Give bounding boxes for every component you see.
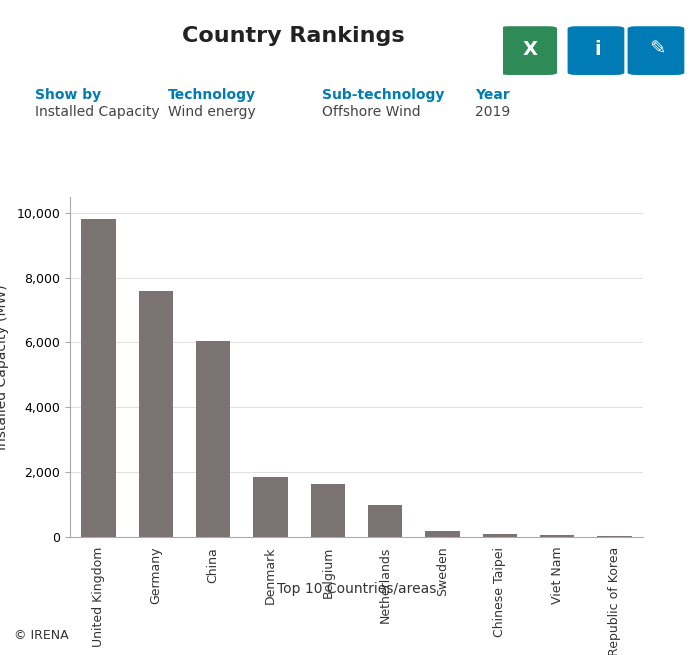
Text: Show by: Show by: [35, 88, 101, 102]
Text: Wind energy: Wind energy: [168, 105, 256, 119]
Text: © IRENA: © IRENA: [14, 629, 69, 642]
FancyBboxPatch shape: [567, 26, 625, 76]
Text: i: i: [594, 39, 601, 59]
Text: Top 10 Countries/areas: Top 10 Countries/areas: [277, 582, 436, 597]
Y-axis label: Installed Capacity (MW): Installed Capacity (MW): [0, 284, 9, 449]
FancyBboxPatch shape: [627, 26, 685, 76]
Bar: [138, 291, 173, 537]
Bar: [81, 219, 116, 537]
Text: Offshore Wind: Offshore Wind: [322, 105, 420, 119]
Bar: [196, 341, 231, 537]
Bar: [253, 477, 288, 537]
FancyBboxPatch shape: [500, 26, 558, 76]
Bar: [425, 531, 460, 537]
Text: Technology: Technology: [168, 88, 256, 102]
Text: Year: Year: [475, 88, 510, 102]
Text: Installed Capacity: Installed Capacity: [35, 105, 159, 119]
Text: Country Rankings: Country Rankings: [182, 26, 405, 47]
Bar: [310, 483, 345, 537]
Bar: [482, 534, 517, 537]
Text: X: X: [523, 39, 538, 59]
Bar: [597, 536, 632, 537]
Text: ✎: ✎: [649, 39, 666, 59]
Bar: [540, 536, 575, 537]
Bar: [368, 504, 403, 537]
Text: 2019: 2019: [475, 105, 510, 119]
Text: Sub-technology: Sub-technology: [322, 88, 444, 102]
